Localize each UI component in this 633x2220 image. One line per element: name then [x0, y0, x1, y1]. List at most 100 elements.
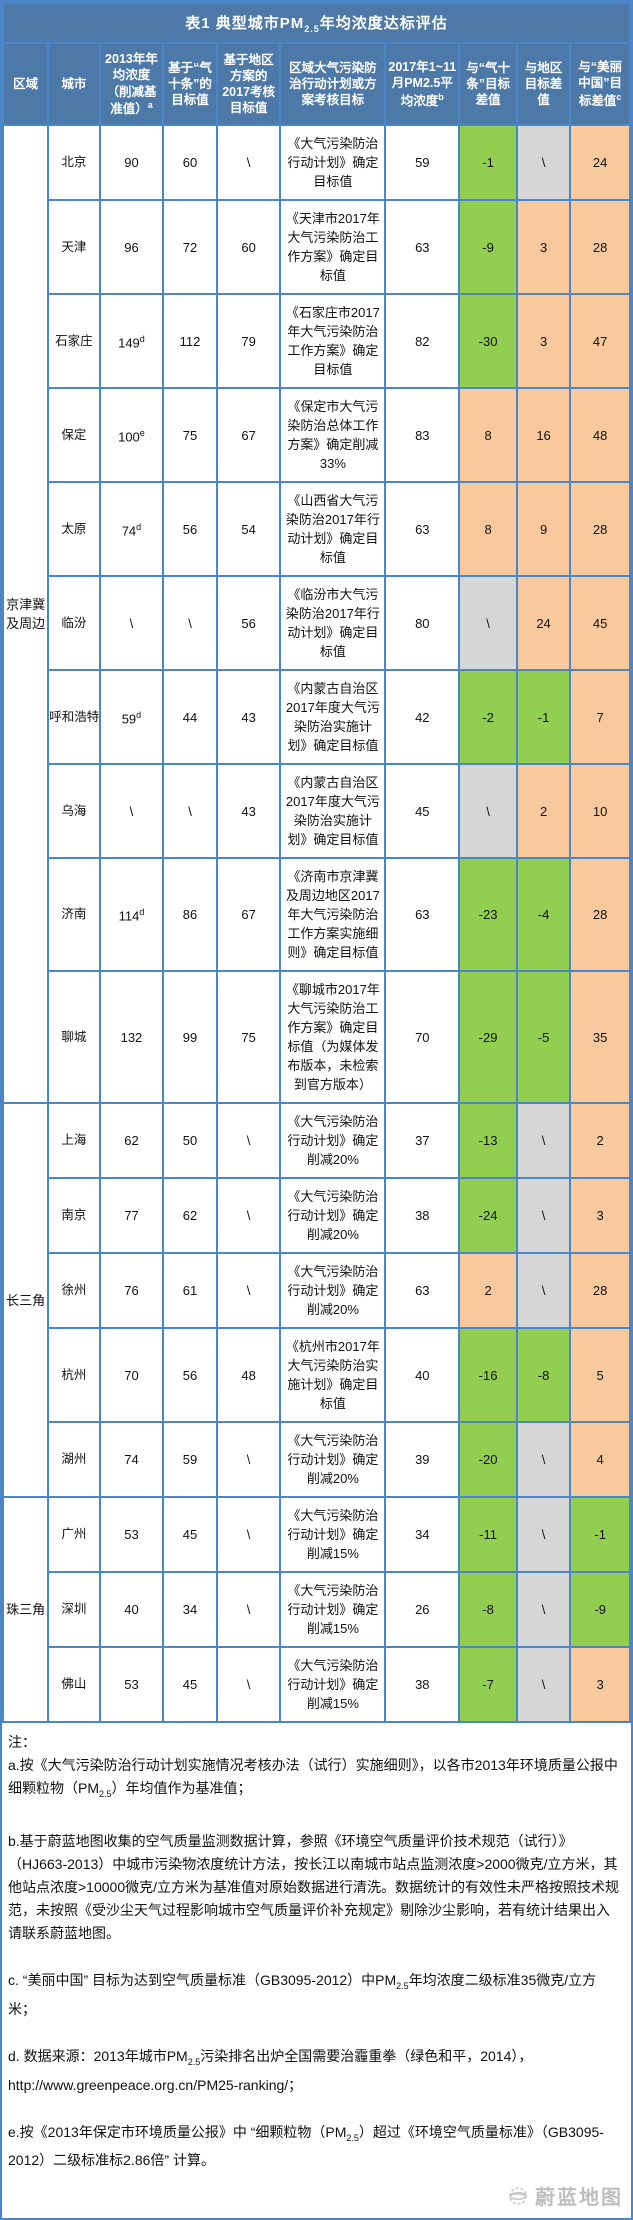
target-ten-cell: 72 [162, 199, 218, 296]
table-row-北京: 京津冀及周边 北京 90 60 \ 《大气污染防治行动计划》确定目标值 59 -1 \ 24 [1, 124, 631, 1105]
target-ten-cell: 45 [162, 1646, 218, 1724]
diff-region-cell: \ [515, 1421, 572, 1499]
table-row-广州: 珠三角 广州 53 45 \ 《大气污染防治行动计划》确定削减15% 34 -11 \ -1 [1, 1496, 631, 1724]
table-row-石家庄: 石家庄 149d 112 79 《石家庄市2017年大气污染防治工作方案》确定目标值 82… [3, 293, 631, 390]
city-cell: 太原 [47, 481, 101, 578]
city-cell: 深圳 [47, 1571, 101, 1649]
table-row-杭州: 杭州 70 56 48 《杭州市2017年大气污染防治实施计划》确定目标值 40 -16 -8… [3, 1327, 631, 1424]
target-region-cell: 43 [215, 669, 282, 766]
base-2013-cell: 114d [98, 857, 165, 973]
column-header-5: 区域大气污染防治行动计划或方案考核目标 [279, 41, 387, 127]
diff-mc-cell: 2 [569, 1102, 631, 1180]
diff-mc-cell: 45 [569, 575, 631, 672]
diff-region-cell: -5 [515, 970, 572, 1105]
city-cell: 济南 [47, 857, 101, 973]
diff-ten-cell: -11 [458, 1496, 518, 1574]
diff-region-cell: -8 [515, 1327, 572, 1424]
base-2013-cell: 62 [98, 1102, 165, 1180]
city-cell: 呼和浩特 [47, 669, 101, 766]
table-row-临汾: 临汾 \ \ 56 《临汾市大气污染防治2017年行动计划》确定目标值 80 \ 24 45 [3, 575, 631, 672]
diff-region-cell: 2 [515, 763, 572, 860]
region-cell: 长三角 [1, 1102, 50, 1499]
diff-region-cell: 3 [515, 199, 572, 296]
target-region-cell: 79 [215, 293, 282, 390]
avg-2017-cell: 63 [384, 857, 461, 973]
column-header-1: 城市 [47, 41, 101, 127]
diff-region-cell: -4 [515, 857, 572, 973]
table-title: 表1 典型城市PM2.5年均浓度达标评估 [2, 2, 631, 44]
target-ten-cell: 99 [162, 970, 218, 1105]
diff-ten-cell: -30 [458, 293, 518, 390]
diff-ten-cell: -7 [458, 1646, 518, 1724]
notes: 注： a.按《大气污染防治行动计划实施情况考核办法（试行）实施细则》，以各市20… [2, 1723, 631, 2218]
avg-2017-cell: 38 [384, 1177, 461, 1255]
city-cell: 临汾 [47, 575, 101, 672]
target-region-cell: 60 [215, 199, 282, 296]
avg-2017-cell: 42 [384, 669, 461, 766]
avg-2017-cell: 37 [384, 1102, 461, 1180]
target-region-cell: \ [215, 1421, 282, 1499]
table-row-南京: 南京 77 62 \ 《大气污染防治行动计划》确定削减20% 38 -24 \ 3 [3, 1177, 631, 1255]
target-region-cell: 67 [215, 857, 282, 973]
column-header-6: 2017年1~11月PM2.5平均浓度b [384, 41, 461, 127]
diff-ten-cell: -13 [458, 1102, 518, 1180]
diff-mc-cell: 35 [569, 970, 631, 1105]
diff-ten-cell: -24 [458, 1177, 518, 1255]
target-region-cell: 56 [215, 575, 282, 672]
target-region-cell: 48 [215, 1327, 282, 1424]
city-cell: 北京 [47, 124, 101, 202]
plan-cell: 《山西省大气污染防治2017年行动计划》确定目标值 [279, 481, 387, 578]
diff-ten-cell: \ [458, 763, 518, 860]
city-cell: 广州 [47, 1496, 101, 1574]
plan-cell: 《大气污染防治行动计划》确定削减15% [279, 1496, 387, 1574]
note-d: d. 数据来源：2013年城市PM2.5污染排名出炉全国需要治霾重拳（绿色和平，… [8, 2047, 533, 2093]
table-row-深圳: 深圳 40 34 \ 《大气污染防治行动计划》确定削减15% 26 -8 \ -9 [3, 1571, 631, 1649]
city-cell: 天津 [47, 199, 101, 296]
target-region-cell: \ [215, 1102, 282, 1180]
plan-cell: 《杭州市2017年大气污染防治实施计划》确定目标值 [279, 1327, 387, 1424]
target-ten-cell: 60 [162, 124, 218, 202]
base-2013-cell: 74 [98, 1421, 165, 1499]
diff-region-cell: \ [515, 1646, 572, 1724]
note-e: e.按《2013年保定市环境质量公报》中 “细颗粒物（PM2.5）超过《环境空气… [8, 2123, 604, 2169]
plan-cell: 《保定市大气污染防治总体工作方案》确定削减33% [279, 387, 387, 484]
base-2013-cell: 100e [98, 387, 165, 484]
diff-mc-cell: 3 [569, 1177, 631, 1255]
note-b: b.基于蔚蓝地图收集的空气质量监测数据计算，参照《环境空气质量评价技术规范（试行… [8, 1832, 619, 1941]
plan-cell: 《内蒙古自治区2017年度大气污染防治实施计划》确定目标值 [279, 763, 387, 860]
diff-ten-cell: 8 [458, 481, 518, 578]
diff-mc-cell: 28 [569, 857, 631, 973]
avg-2017-cell: 38 [384, 1646, 461, 1724]
diff-mc-cell: 48 [569, 387, 631, 484]
base-2013-cell: \ [98, 763, 165, 860]
diff-mc-cell: 24 [569, 124, 631, 202]
plan-cell: 《内蒙古自治区2017年度大气污染防治实施计划》确定目标值 [279, 669, 387, 766]
diff-region-cell: -1 [515, 669, 572, 766]
diff-mc-cell: -1 [569, 1496, 631, 1574]
diff-region-cell: 16 [515, 387, 572, 484]
base-2013-cell: 132 [98, 970, 165, 1105]
plan-cell: 《聊城市2017年大气污染防治工作方案》确定目标值（为媒体发布版本，未检索到官方… [279, 970, 387, 1105]
avg-2017-cell: 26 [384, 1571, 461, 1649]
plan-cell: 《大气污染防治行动计划》确定削减15% [279, 1571, 387, 1649]
notes-label: 注： [8, 1734, 36, 1751]
target-ten-cell: 86 [162, 857, 218, 973]
diff-region-cell: 9 [515, 481, 572, 578]
diff-mc-cell: 5 [569, 1327, 631, 1424]
table-title-text: 表1 典型城市PM2.5年均浓度达标评估 [185, 15, 448, 34]
plan-cell: 《大气污染防治行动计划》确定削减20% [279, 1421, 387, 1499]
diff-region-cell: \ [515, 1496, 572, 1574]
target-region-cell: \ [215, 1496, 282, 1574]
region-cell: 京津冀及周边 [1, 124, 50, 1105]
target-region-cell: \ [215, 1571, 282, 1649]
target-region-cell: 75 [215, 970, 282, 1105]
column-header-0: 区域 [1, 41, 50, 127]
diff-region-cell: \ [515, 1177, 572, 1255]
plan-cell: 《石家庄市2017年大气污染防治工作方案》确定目标值 [279, 293, 387, 390]
column-header-8: 与地区目标差值 [515, 41, 572, 127]
target-ten-cell: \ [162, 763, 218, 860]
diff-mc-cell: 47 [569, 293, 631, 390]
base-2013-cell: 77 [98, 1177, 165, 1255]
diff-ten-cell: -20 [458, 1421, 518, 1499]
